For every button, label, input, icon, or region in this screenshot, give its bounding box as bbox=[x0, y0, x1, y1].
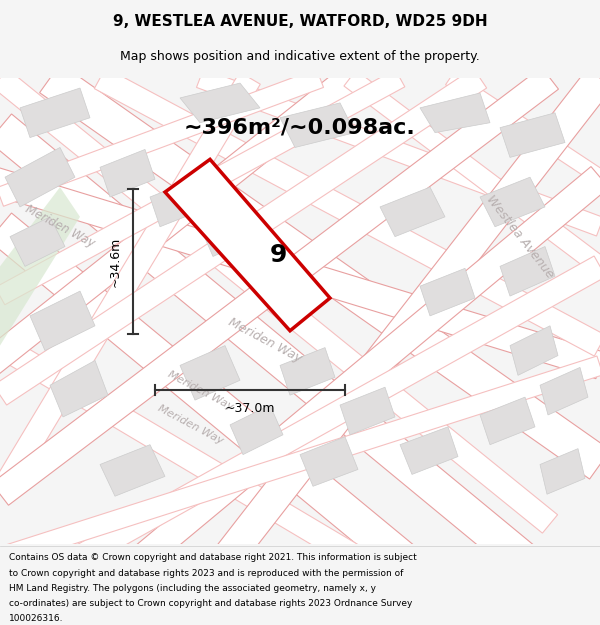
Polygon shape bbox=[230, 405, 283, 454]
Polygon shape bbox=[44, 256, 600, 584]
Polygon shape bbox=[420, 268, 475, 316]
Polygon shape bbox=[0, 114, 600, 625]
Polygon shape bbox=[540, 368, 588, 415]
Polygon shape bbox=[280, 103, 355, 148]
Polygon shape bbox=[480, 177, 545, 227]
Polygon shape bbox=[20, 88, 90, 138]
Text: Meriden Way: Meriden Way bbox=[23, 203, 97, 251]
Polygon shape bbox=[0, 154, 600, 379]
Polygon shape bbox=[180, 346, 240, 400]
Text: Westlea Avenue: Westlea Avenue bbox=[484, 192, 556, 281]
Text: to Crown copyright and database rights 2023 and is reproduced with the permissio: to Crown copyright and database rights 2… bbox=[9, 569, 403, 578]
Text: ~396m²/~0.098ac.: ~396m²/~0.098ac. bbox=[184, 118, 416, 138]
Text: Map shows position and indicative extent of the property.: Map shows position and indicative extent… bbox=[120, 50, 480, 62]
Polygon shape bbox=[150, 179, 205, 227]
Polygon shape bbox=[30, 291, 95, 351]
Text: Meriden Way: Meriden Way bbox=[155, 403, 224, 446]
Polygon shape bbox=[500, 246, 555, 296]
Text: 9, WESTLEA AVENUE, WATFORD, WD25 9DH: 9, WESTLEA AVENUE, WATFORD, WD25 9DH bbox=[113, 14, 487, 29]
Polygon shape bbox=[280, 348, 335, 395]
Polygon shape bbox=[300, 437, 358, 486]
Polygon shape bbox=[100, 444, 165, 496]
Polygon shape bbox=[0, 187, 80, 346]
Polygon shape bbox=[0, 68, 487, 405]
Polygon shape bbox=[10, 217, 65, 266]
Text: 100026316.: 100026316. bbox=[9, 614, 64, 622]
Polygon shape bbox=[380, 187, 445, 237]
Polygon shape bbox=[187, 69, 600, 603]
Polygon shape bbox=[0, 72, 260, 500]
Polygon shape bbox=[0, 68, 359, 406]
Polygon shape bbox=[0, 69, 323, 206]
Polygon shape bbox=[180, 83, 260, 122]
Polygon shape bbox=[510, 326, 558, 376]
Polygon shape bbox=[0, 356, 600, 573]
Polygon shape bbox=[400, 427, 458, 474]
Polygon shape bbox=[165, 159, 330, 331]
Polygon shape bbox=[420, 93, 490, 132]
Polygon shape bbox=[540, 449, 585, 494]
Polygon shape bbox=[0, 69, 557, 533]
Polygon shape bbox=[446, 71, 600, 184]
Polygon shape bbox=[94, 68, 600, 356]
Polygon shape bbox=[0, 69, 405, 305]
Polygon shape bbox=[50, 361, 108, 417]
Polygon shape bbox=[500, 112, 565, 158]
Polygon shape bbox=[344, 70, 600, 274]
Text: co-ordinates) are subject to Crown copyright and database rights 2023 Ordnance S: co-ordinates) are subject to Crown copyr… bbox=[9, 599, 412, 608]
Polygon shape bbox=[196, 69, 600, 236]
Text: ~34.6m: ~34.6m bbox=[109, 236, 121, 286]
Polygon shape bbox=[340, 388, 395, 435]
Polygon shape bbox=[100, 149, 155, 197]
Polygon shape bbox=[91, 167, 600, 604]
Text: 9: 9 bbox=[270, 243, 287, 267]
Text: HM Land Registry. The polygons (including the associated geometry, namely x, y: HM Land Registry. The polygons (includin… bbox=[9, 584, 376, 592]
Polygon shape bbox=[40, 64, 600, 479]
Polygon shape bbox=[0, 336, 506, 625]
Text: ~37.0m: ~37.0m bbox=[225, 401, 275, 414]
Polygon shape bbox=[200, 207, 258, 256]
Text: Contains OS data © Crown copyright and database right 2021. This information is : Contains OS data © Crown copyright and d… bbox=[9, 554, 417, 562]
Polygon shape bbox=[5, 148, 75, 207]
Text: Meriden Way: Meriden Way bbox=[166, 369, 235, 412]
Polygon shape bbox=[0, 67, 559, 505]
Polygon shape bbox=[0, 213, 600, 625]
Text: Meriden Way: Meriden Way bbox=[226, 316, 304, 366]
Polygon shape bbox=[480, 397, 535, 444]
